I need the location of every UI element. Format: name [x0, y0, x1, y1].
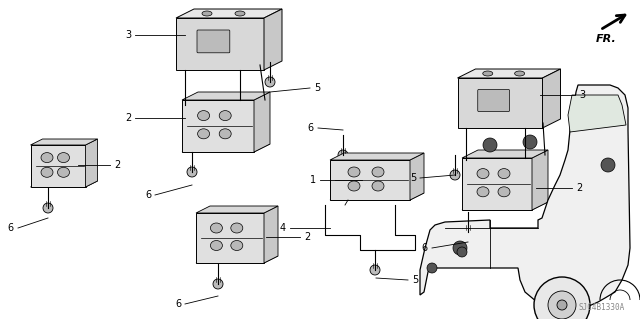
Ellipse shape — [198, 129, 210, 139]
Ellipse shape — [348, 181, 360, 191]
FancyBboxPatch shape — [477, 90, 509, 112]
Polygon shape — [543, 69, 561, 128]
Circle shape — [523, 135, 537, 149]
Text: 5: 5 — [314, 83, 320, 93]
Polygon shape — [532, 150, 548, 210]
Text: 6: 6 — [308, 123, 314, 133]
Circle shape — [213, 279, 223, 289]
Text: 6: 6 — [422, 243, 428, 253]
Ellipse shape — [211, 241, 223, 250]
Ellipse shape — [58, 167, 70, 177]
Polygon shape — [264, 206, 278, 263]
Text: 2: 2 — [114, 160, 120, 170]
Text: FR.: FR. — [596, 34, 617, 44]
Ellipse shape — [498, 169, 510, 179]
Circle shape — [601, 158, 615, 172]
FancyBboxPatch shape — [197, 30, 230, 53]
Polygon shape — [458, 69, 561, 78]
Text: 6: 6 — [145, 190, 151, 200]
Polygon shape — [176, 18, 264, 70]
Text: 3: 3 — [579, 90, 585, 100]
Circle shape — [43, 203, 53, 213]
Ellipse shape — [515, 71, 525, 76]
Circle shape — [187, 167, 197, 177]
Text: 1: 1 — [310, 175, 316, 185]
Circle shape — [463, 227, 473, 237]
Ellipse shape — [498, 187, 510, 197]
Text: 2: 2 — [576, 183, 582, 193]
Polygon shape — [182, 92, 270, 100]
Ellipse shape — [198, 111, 210, 121]
Polygon shape — [196, 213, 264, 263]
Polygon shape — [462, 202, 548, 210]
Circle shape — [338, 150, 348, 160]
Polygon shape — [31, 145, 86, 187]
Ellipse shape — [231, 241, 243, 250]
Polygon shape — [176, 9, 282, 18]
Circle shape — [370, 265, 380, 275]
Ellipse shape — [58, 152, 70, 163]
Polygon shape — [182, 100, 254, 152]
Ellipse shape — [219, 111, 231, 121]
Text: 2: 2 — [125, 113, 131, 123]
Polygon shape — [31, 181, 97, 187]
Circle shape — [483, 138, 497, 152]
Text: 6: 6 — [175, 299, 181, 309]
Ellipse shape — [41, 152, 53, 163]
Polygon shape — [182, 144, 270, 152]
Polygon shape — [31, 139, 97, 145]
Circle shape — [450, 170, 460, 180]
Circle shape — [453, 241, 467, 255]
Ellipse shape — [483, 71, 493, 76]
Circle shape — [427, 263, 437, 273]
Ellipse shape — [372, 181, 384, 191]
Ellipse shape — [348, 167, 360, 177]
Polygon shape — [330, 153, 424, 160]
Ellipse shape — [202, 11, 212, 16]
Ellipse shape — [477, 169, 489, 179]
Text: 3: 3 — [125, 30, 131, 40]
Ellipse shape — [231, 223, 243, 233]
Polygon shape — [264, 9, 282, 70]
Text: 5: 5 — [410, 173, 416, 183]
Circle shape — [265, 77, 275, 87]
Circle shape — [457, 247, 467, 257]
Text: 2: 2 — [304, 232, 310, 242]
Polygon shape — [330, 193, 424, 200]
Ellipse shape — [477, 187, 489, 197]
Text: 6: 6 — [8, 223, 14, 233]
Ellipse shape — [235, 11, 245, 16]
Polygon shape — [410, 153, 424, 200]
Ellipse shape — [219, 129, 231, 139]
Polygon shape — [196, 206, 278, 213]
Text: 5: 5 — [412, 275, 419, 285]
Polygon shape — [196, 256, 278, 263]
Polygon shape — [420, 85, 630, 312]
Polygon shape — [462, 158, 532, 210]
Circle shape — [557, 300, 567, 310]
Ellipse shape — [372, 167, 384, 177]
Ellipse shape — [211, 223, 223, 233]
Ellipse shape — [41, 167, 53, 177]
Polygon shape — [462, 150, 548, 158]
Polygon shape — [254, 92, 270, 152]
Circle shape — [548, 291, 576, 319]
Polygon shape — [568, 95, 626, 132]
Circle shape — [534, 277, 590, 319]
Polygon shape — [330, 160, 410, 200]
Polygon shape — [458, 78, 543, 128]
Text: SJC4B1330A: SJC4B1330A — [579, 303, 625, 312]
Text: 4: 4 — [280, 223, 286, 233]
Polygon shape — [86, 139, 97, 187]
